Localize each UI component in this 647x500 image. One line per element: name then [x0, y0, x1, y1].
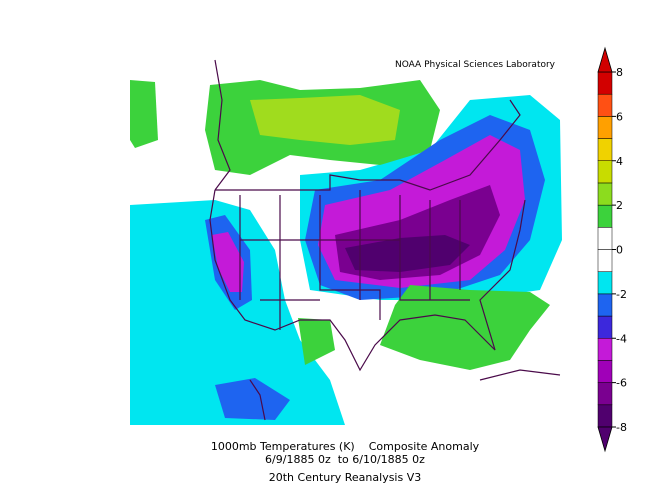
colorbar-band [597, 71, 613, 95]
colorbar-band [597, 93, 613, 117]
anomaly-blue-south [215, 378, 290, 420]
colorbar-band [597, 182, 613, 206]
colorbar-tick-label: -8 [616, 421, 627, 434]
colorbar-band [597, 271, 613, 295]
colorbar-tick-label: 8 [616, 66, 623, 79]
colorbar-tick-label: 4 [616, 155, 623, 168]
caption-line: 6/9/1885 0z to 6/10/1885 0z [265, 453, 425, 466]
colorbar-band [597, 116, 613, 139]
map [130, 55, 562, 425]
state-lines [239, 190, 470, 330]
anomaly-yellowgreen [250, 95, 400, 145]
colorbar-band [597, 360, 613, 383]
colorbar-band [597, 204, 613, 228]
border-line [215, 99, 521, 191]
caption-line: 1000mb Temperatures (K) Composite Anomal… [211, 440, 480, 453]
colorbar-band [597, 315, 613, 339]
colorbar-band [597, 249, 613, 272]
colorbar-band [597, 382, 613, 406]
colorbar-tick-label: 0 [616, 244, 623, 257]
anomaly-green-mexico [298, 318, 335, 365]
colorbar-tick-label: 6 [616, 110, 623, 123]
anomaly-cyan-west [130, 200, 345, 425]
colorbar-band [597, 227, 613, 250]
colorbar-band [597, 138, 613, 161]
colorbar-arrow [597, 426, 613, 453]
caption-line: 20th Century Reanalysis V3 [269, 471, 422, 484]
colorbar-band [597, 338, 613, 361]
colorbar-tick-label: 2 [616, 199, 623, 212]
colorbar-arrow [597, 46, 613, 73]
anomaly-green-gulf [380, 285, 550, 370]
anomaly-magenta-west [212, 232, 244, 292]
colorbar-band [597, 160, 613, 184]
colorbar-tick-label: -4 [616, 332, 627, 345]
colorbar: 8 6 4 2 0 -2 -4 -6 -8 [597, 46, 627, 453]
coast-line [249, 369, 561, 421]
colorbar-tick-label: -6 [616, 377, 627, 390]
anomaly-darkpurple [345, 235, 470, 272]
colorbar-band [597, 293, 613, 317]
boundaries [209, 59, 561, 421]
colorbar-band [597, 404, 613, 428]
colorbar-tick-label: -2 [616, 288, 627, 301]
coast-line [214, 59, 231, 191]
border-line [209, 189, 526, 372]
anomaly-green-pacific [130, 80, 158, 148]
credit: NOAA Physical Sciences Laboratory [395, 60, 556, 70]
